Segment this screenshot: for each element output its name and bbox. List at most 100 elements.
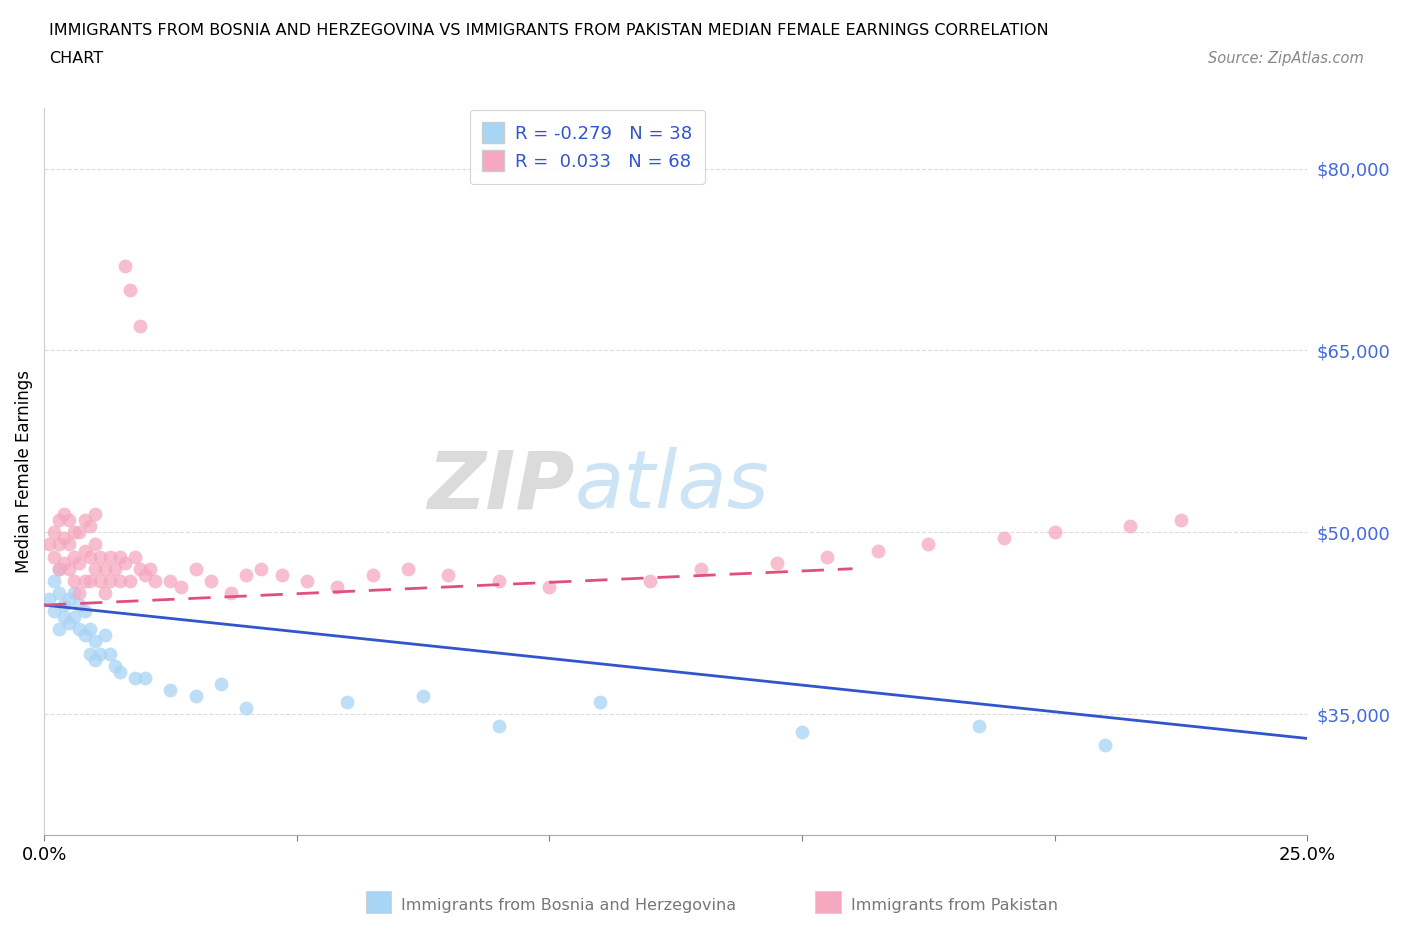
Text: IMMIGRANTS FROM BOSNIA AND HERZEGOVINA VS IMMIGRANTS FROM PAKISTAN MEDIAN FEMALE: IMMIGRANTS FROM BOSNIA AND HERZEGOVINA V… xyxy=(49,23,1049,38)
Point xyxy=(538,579,561,594)
Point xyxy=(48,537,70,551)
Point xyxy=(53,555,76,570)
Point xyxy=(79,646,101,661)
Point xyxy=(69,622,91,637)
Point xyxy=(53,507,76,522)
Point xyxy=(53,598,76,613)
Point xyxy=(866,543,889,558)
Point xyxy=(361,567,384,582)
Point xyxy=(63,525,86,539)
Point xyxy=(1094,737,1116,752)
Point xyxy=(134,567,156,582)
Point xyxy=(108,664,131,679)
Point xyxy=(83,507,105,522)
Point xyxy=(73,543,96,558)
Point xyxy=(114,555,136,570)
Point xyxy=(235,567,257,582)
Point xyxy=(967,719,990,734)
Point xyxy=(53,610,76,625)
Point xyxy=(89,574,111,589)
Legend: R = -0.279   N = 38, R =  0.033   N = 68: R = -0.279 N = 38, R = 0.033 N = 68 xyxy=(470,110,704,184)
Point xyxy=(83,652,105,667)
Point xyxy=(63,586,86,601)
Point xyxy=(73,628,96,643)
Point xyxy=(44,525,66,539)
Point xyxy=(159,574,181,589)
Point xyxy=(690,562,713,577)
Point xyxy=(235,700,257,715)
Point xyxy=(159,683,181,698)
Text: Immigrants from Pakistan: Immigrants from Pakistan xyxy=(851,898,1057,913)
Point xyxy=(63,574,86,589)
Point xyxy=(63,610,86,625)
Point xyxy=(219,586,242,601)
Text: atlas: atlas xyxy=(575,447,769,525)
Point xyxy=(108,574,131,589)
Point xyxy=(98,549,121,564)
Point xyxy=(184,688,207,703)
Point xyxy=(73,574,96,589)
Point xyxy=(169,579,191,594)
Point xyxy=(79,519,101,534)
Point xyxy=(412,688,434,703)
Point xyxy=(124,671,146,685)
Point xyxy=(104,658,127,673)
Point xyxy=(336,695,359,710)
Point xyxy=(58,537,80,551)
Point xyxy=(98,574,121,589)
Point xyxy=(129,562,152,577)
Point xyxy=(124,549,146,564)
Point xyxy=(396,562,419,577)
Point xyxy=(184,562,207,577)
Point xyxy=(69,555,91,570)
Point xyxy=(83,562,105,577)
Point xyxy=(69,586,91,601)
Point xyxy=(1170,512,1192,527)
Point xyxy=(93,562,115,577)
Point xyxy=(98,646,121,661)
Point xyxy=(488,719,510,734)
Point xyxy=(44,574,66,589)
Point xyxy=(326,579,349,594)
Point xyxy=(134,671,156,685)
Point xyxy=(640,574,662,589)
Point xyxy=(589,695,612,710)
Point xyxy=(270,567,292,582)
Point xyxy=(79,622,101,637)
Text: CHART: CHART xyxy=(49,51,103,66)
Point xyxy=(69,598,91,613)
Point xyxy=(79,549,101,564)
Point xyxy=(108,549,131,564)
Point xyxy=(44,549,66,564)
Point xyxy=(765,555,787,570)
Point xyxy=(89,549,111,564)
Point xyxy=(139,562,162,577)
Point xyxy=(48,622,70,637)
Text: Source: ZipAtlas.com: Source: ZipAtlas.com xyxy=(1208,51,1364,66)
Point xyxy=(129,319,152,334)
Point xyxy=(58,616,80,631)
Point xyxy=(83,537,105,551)
Point xyxy=(250,562,273,577)
Y-axis label: Median Female Earnings: Median Female Earnings xyxy=(15,370,32,573)
Text: ZIP: ZIP xyxy=(427,447,575,525)
Point xyxy=(38,537,60,551)
Point xyxy=(93,628,115,643)
Point xyxy=(200,574,222,589)
Point xyxy=(58,562,80,577)
Point xyxy=(48,512,70,527)
Point xyxy=(993,531,1015,546)
Point xyxy=(1043,525,1066,539)
Point xyxy=(118,574,141,589)
Point xyxy=(58,591,80,606)
Point xyxy=(58,512,80,527)
Point xyxy=(437,567,460,582)
Point xyxy=(1119,519,1142,534)
Point xyxy=(44,604,66,618)
Point xyxy=(53,531,76,546)
Point xyxy=(295,574,318,589)
Point xyxy=(73,512,96,527)
Point xyxy=(48,562,70,577)
Point xyxy=(38,591,60,606)
Point xyxy=(48,562,70,577)
